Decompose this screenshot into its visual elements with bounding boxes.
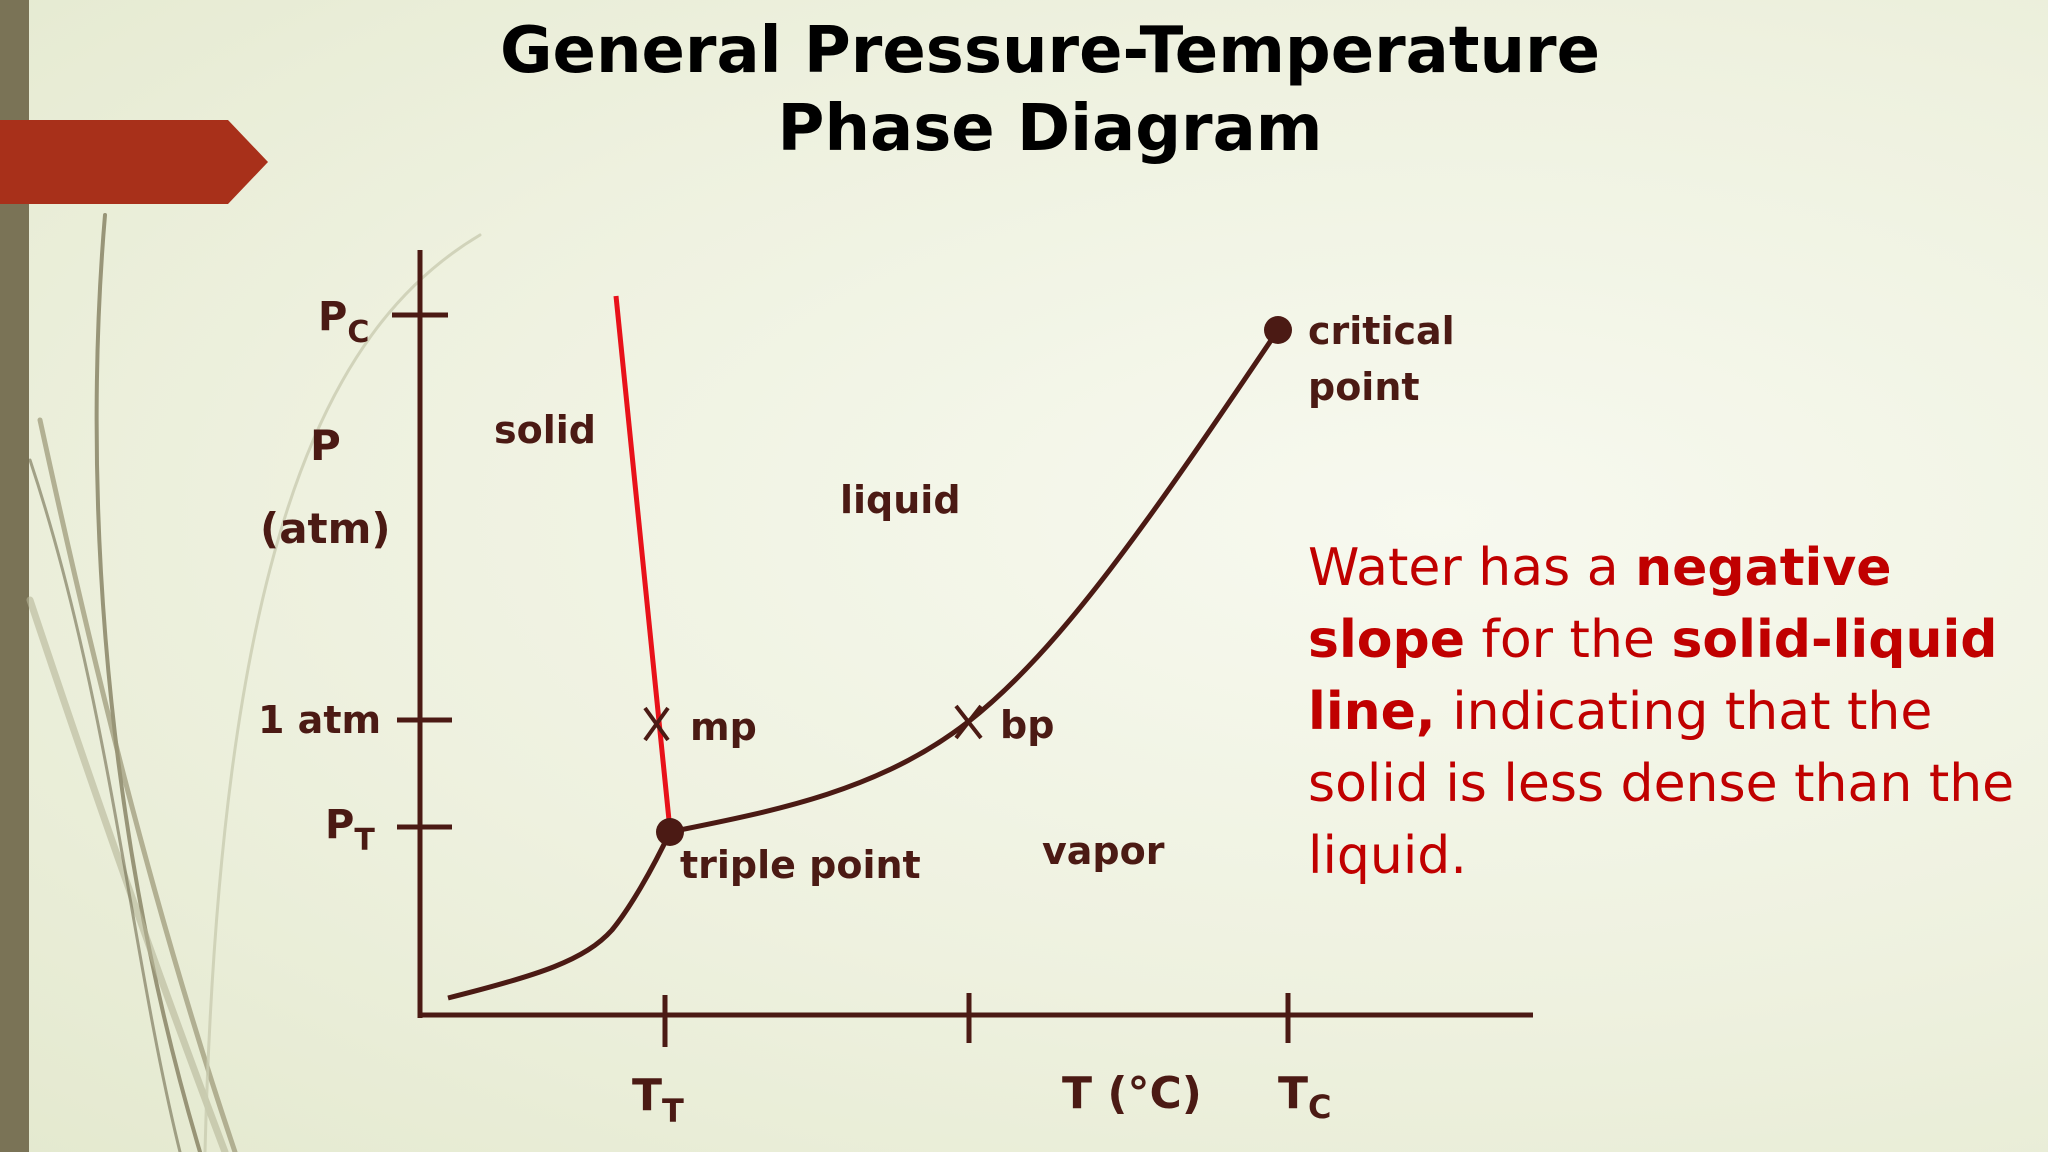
mp-label: mp: [690, 705, 757, 749]
critical-point-label-line1: critical: [1308, 309, 1455, 353]
accent-arrow: [0, 120, 268, 204]
region-label-liquid: liquid: [840, 478, 961, 522]
region-label-vapor: vapor: [1042, 829, 1165, 873]
triple-point-label: triple point: [680, 843, 921, 887]
triple-point-marker: [656, 818, 684, 846]
solid-liquid-line: [613, 295, 673, 831]
bp-x-marker: [954, 704, 983, 740]
vaporization-curve: [669, 328, 1281, 835]
note-bold-solid-liquid-line: solid-liquid line,: [1308, 610, 1998, 742]
x-tick-label-tc: TC: [1278, 1068, 1332, 1126]
x-tick-label-tt: TT: [632, 1070, 684, 1130]
bp-label: bp: [1000, 703, 1054, 747]
sublimation-curve: [447, 830, 673, 1001]
background-swoosh-decoration: [26, 213, 482, 1152]
water-note: Water has a negative slope for the solid…: [1308, 532, 2028, 892]
slide-title-line2: Phase Diagram: [777, 92, 1323, 166]
note-text-1: Water has a: [1308, 538, 1636, 598]
note-bold-negative-slope: negative slope: [1308, 538, 1892, 670]
y-axis-label-unit: (atm): [260, 504, 391, 553]
region-label-solid: solid: [494, 408, 596, 452]
note-text-3: indicating that the solid is less dense …: [1308, 682, 2015, 886]
critical-point-marker: [1264, 316, 1292, 344]
y-tick-label-pt: PT: [325, 802, 375, 858]
critical-point-label-line2: point: [1308, 365, 1420, 409]
mp-x-marker: [643, 706, 670, 742]
y-axis-label-p: P: [310, 421, 341, 470]
x-axis-label: T (°C): [1062, 1068, 1202, 1119]
slide-title-line1: General Pressure-Temperature: [500, 14, 1600, 88]
note-text-2: for the: [1465, 610, 1672, 670]
y-tick-label-1atm: 1 atm: [258, 698, 381, 742]
y-tick-label-pc: PC: [318, 294, 369, 350]
